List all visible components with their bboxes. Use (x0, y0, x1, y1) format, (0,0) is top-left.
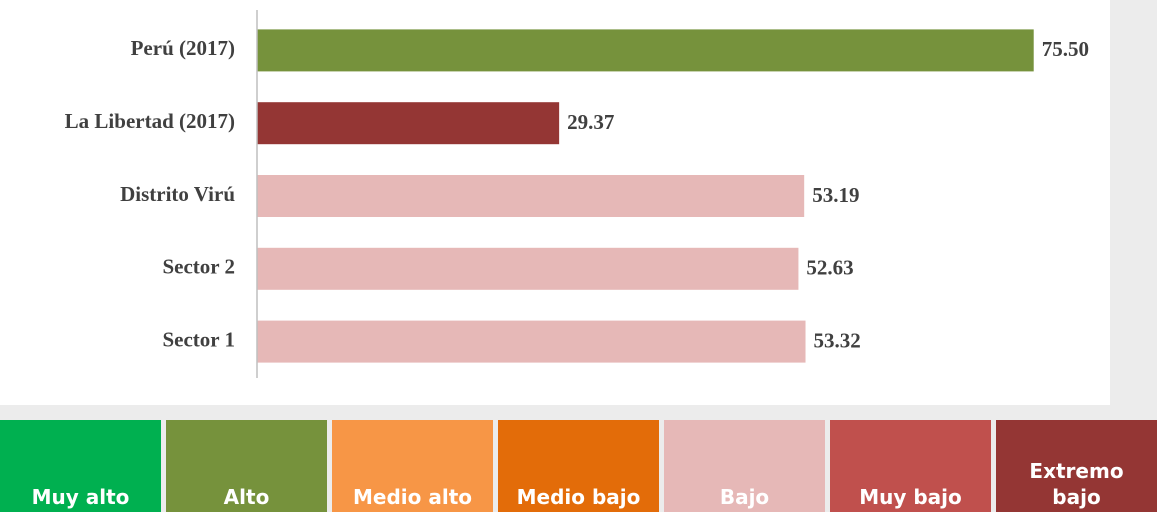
value-label: 75.50 (1042, 37, 1089, 61)
legend-item: Bajo (664, 420, 825, 512)
bar (257, 102, 560, 145)
legend: Muy alto Alto Medio alto Medio bajo Bajo Muy … (0, 420, 1157, 512)
legend-item: Extremo bajo (996, 420, 1157, 512)
category-label: Sector 2 (162, 255, 235, 279)
category-label: Distrito Virú (120, 182, 235, 206)
value-label: 53.32 (814, 328, 861, 352)
category-label: Sector 1 (162, 327, 235, 351)
bar (257, 175, 805, 217)
bar (257, 247, 799, 290)
category-label: La Libertad (2017) (65, 109, 235, 133)
value-label: 52.63 (806, 256, 853, 280)
legend-item: Medio alto (332, 420, 493, 512)
value-label: 53.19 (812, 183, 859, 207)
legend-item: Medio bajo (498, 420, 659, 512)
category-label: Perú (2017) (131, 36, 235, 60)
legend-item: Alto (166, 420, 327, 512)
bar (257, 29, 1034, 72)
value-label: 29.37 (567, 110, 614, 134)
chart: Perú (2017) 75.50 La Libertad (2017) 29.37 D… (65, 10, 1089, 378)
legend-item: Muy bajo (830, 420, 991, 512)
bar (257, 320, 806, 363)
legend-item: Muy alto (0, 420, 161, 512)
